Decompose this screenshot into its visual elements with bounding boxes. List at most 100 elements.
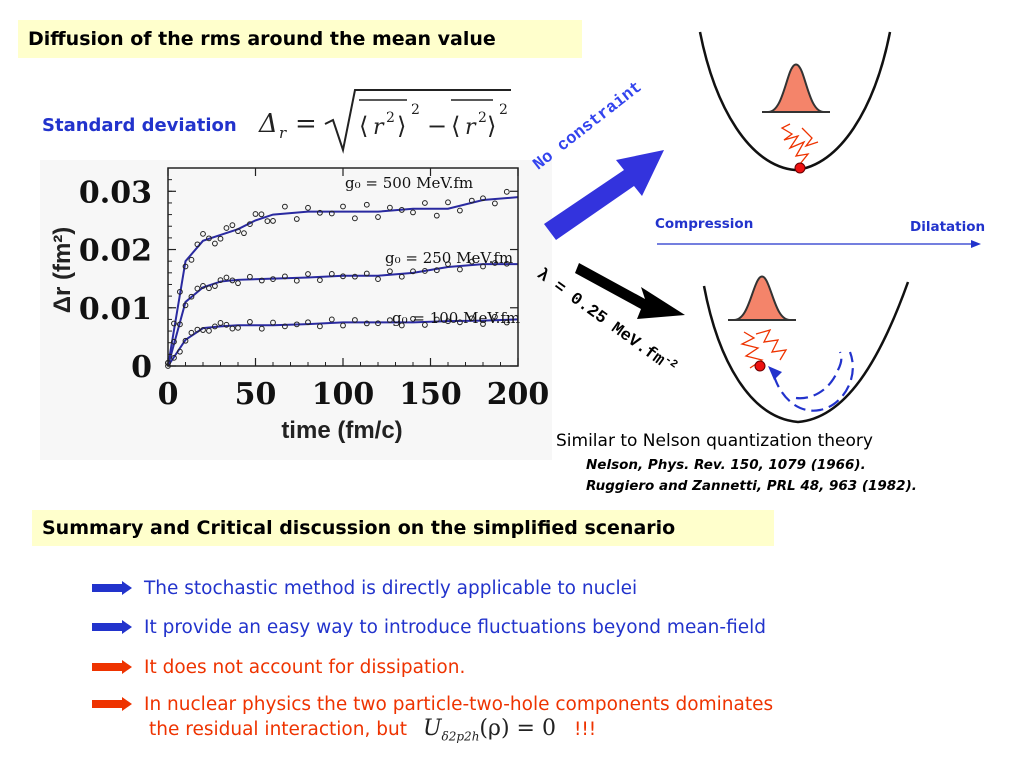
chart-background	[40, 160, 552, 460]
plot-area: g₀ = 500 MeV.fm g₀ = 250 MeV.fm g₀ = 100 M…	[165, 174, 520, 369]
diffusion-chart: g₀ = 500 MeV.fm g₀ = 250 MeV.fm g₀ = 100 M…	[40, 160, 552, 460]
nelson-note: Similar to Nelson quantization theory	[556, 431, 873, 451]
data-point	[194, 326, 201, 333]
data-point	[217, 320, 224, 326]
data-point	[270, 276, 276, 283]
data-point	[212, 283, 218, 289]
data-point	[188, 293, 195, 300]
data-point	[328, 316, 335, 323]
svg-text:⟨: ⟨	[451, 112, 460, 140]
reference-nelson: Nelson, Phys. Rev. 150, 1079 (1966).	[586, 457, 866, 473]
y-tick-label: 0.03	[79, 175, 152, 210]
data-point	[247, 318, 253, 325]
bullet-item: The stochastic method is directly applic…	[92, 577, 637, 599]
data-point	[317, 277, 323, 283]
dilatation-label: Dilatation	[910, 219, 986, 235]
data-point	[352, 215, 358, 222]
data-point	[194, 241, 201, 248]
data-point	[293, 321, 300, 328]
slide-title: Diffusion of the rms around the mean val…	[18, 20, 582, 58]
random-walk-path	[740, 331, 764, 369]
data-point	[410, 268, 416, 275]
reference-ruggiero: Ruggiero and Zannetti, PRL 48, 963 (1982…	[586, 478, 917, 494]
data-point	[468, 315, 475, 322]
svg-text:r: r	[279, 124, 287, 142]
data-point	[264, 218, 271, 225]
data-point	[305, 319, 311, 326]
data-point	[340, 203, 346, 210]
svg-text:2: 2	[478, 110, 487, 126]
data-point	[282, 323, 288, 330]
svg-text:2: 2	[499, 102, 508, 118]
potential-well-top	[698, 31, 892, 174]
x-tick-label: 100	[312, 377, 375, 412]
data-point	[503, 260, 510, 267]
data-point	[317, 209, 323, 216]
data-point	[194, 285, 201, 292]
data-point	[328, 210, 335, 217]
svg-text:−: −	[427, 112, 447, 140]
data-point	[229, 277, 236, 284]
data-point	[235, 280, 241, 287]
data-point	[492, 200, 498, 207]
lambda-arrow	[575, 263, 685, 319]
data-point	[217, 277, 224, 283]
bullet-item: It does not account for dissipation.	[92, 656, 465, 678]
x-axis-label: time (fm/c)	[281, 417, 402, 444]
data-point	[375, 214, 381, 220]
data-point	[433, 267, 440, 274]
random-walk-path	[780, 123, 810, 165]
svg-text:⟩: ⟩	[397, 112, 406, 140]
x-tick-label: 150	[399, 377, 462, 412]
bullet-item: It provide an easy way to introduce fluc…	[92, 616, 766, 638]
data-point	[340, 273, 346, 280]
data-point	[317, 323, 323, 330]
bullet-item: In nuclear physics the two particle-two-…	[92, 693, 773, 715]
oscillation-path	[772, 351, 854, 412]
arrow-right-icon	[92, 660, 132, 674]
arrow-right-icon	[92, 581, 132, 595]
data-point	[229, 325, 236, 332]
x-tick-label: 0	[158, 377, 179, 412]
data-point	[212, 323, 218, 330]
data-point	[398, 273, 405, 280]
data-point	[445, 318, 451, 325]
data-point	[258, 277, 265, 284]
data-point	[468, 258, 475, 265]
chart-axes: 0 50 100 150 200 0 0.01 0.02 0.03	[79, 167, 549, 412]
data-point	[282, 203, 288, 210]
data-point	[247, 221, 253, 228]
data-point	[229, 222, 236, 229]
arrow-right-icon	[92, 697, 132, 711]
data-point	[305, 271, 311, 277]
data-point	[252, 211, 259, 217]
well-curve	[702, 281, 910, 424]
gaussian-shape	[733, 275, 791, 321]
data-point	[177, 288, 183, 295]
no-constraint-arrow	[544, 150, 664, 240]
data-point	[247, 273, 253, 280]
data-point	[503, 319, 510, 326]
arrow-right-icon	[92, 620, 132, 634]
data-point	[375, 276, 381, 282]
data-point	[270, 319, 276, 326]
exclamation-text: !!!	[573, 719, 597, 741]
data-point	[206, 327, 212, 334]
svg-text:r: r	[373, 115, 385, 140]
data-point	[352, 273, 358, 280]
data-point	[200, 327, 206, 333]
data-point	[340, 322, 346, 329]
data-point	[305, 204, 311, 211]
data-point	[188, 256, 195, 263]
data-point	[363, 270, 370, 277]
data-point	[480, 263, 486, 270]
data-point	[457, 207, 463, 214]
data-point	[445, 199, 451, 206]
u-formula: Uδ2p2h(ρ) = 0	[422, 716, 556, 744]
data-point	[206, 235, 212, 242]
svg-text:2: 2	[411, 102, 420, 118]
data-point	[457, 266, 463, 273]
x-tick-label: 50	[235, 377, 277, 412]
bullet-continuation: the residual interaction, but Uδ2p2h(ρ) …	[149, 716, 596, 743]
data-point	[457, 319, 463, 326]
